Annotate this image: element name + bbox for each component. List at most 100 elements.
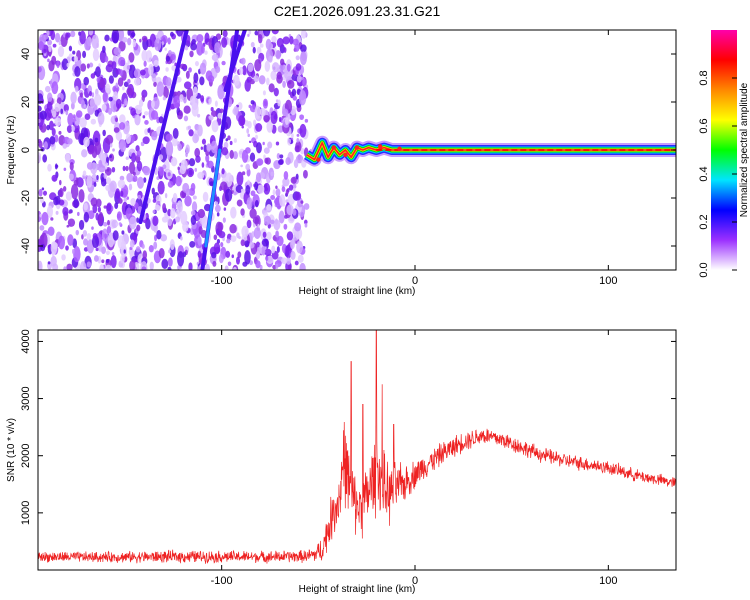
noise-blob <box>59 187 64 198</box>
noise-blob <box>278 63 285 71</box>
noise-blob <box>122 36 128 43</box>
x-tick-label: -100 <box>211 575 233 587</box>
colorbar-tick-label: 0.8 <box>698 70 710 85</box>
noise-blob <box>71 125 75 132</box>
noise-blob <box>82 230 88 237</box>
noise-blob <box>97 111 105 125</box>
noise-blob <box>262 141 265 146</box>
noise-blob <box>194 147 201 158</box>
noise-blob <box>167 218 173 227</box>
noise-blob <box>41 98 45 104</box>
signal-hotspot <box>354 145 360 150</box>
noise-blob <box>111 30 120 44</box>
noise-blob <box>153 241 158 250</box>
noise-blob <box>50 241 58 255</box>
noise-blob <box>241 171 246 176</box>
noise-blob <box>40 244 46 252</box>
noise-blob <box>98 159 103 167</box>
noise-blob <box>118 142 124 150</box>
noise-blob <box>200 146 204 150</box>
noise-blob <box>229 223 237 234</box>
noise-blob <box>142 166 151 176</box>
noise-blob <box>247 63 254 73</box>
noise-blob <box>252 216 260 224</box>
noise-blob <box>248 140 252 144</box>
noise-blob <box>285 70 289 75</box>
noise-blob <box>169 239 175 251</box>
noise-blob <box>271 30 279 35</box>
noise-blob <box>38 118 41 124</box>
signal-hotspot <box>343 152 348 157</box>
noise-blob <box>58 235 65 250</box>
noise-blob <box>79 261 87 270</box>
noise-blob <box>73 198 79 209</box>
noise-blob <box>86 174 93 188</box>
noise-blob <box>39 110 48 120</box>
noise-blob <box>224 188 233 202</box>
snr-background <box>38 330 676 570</box>
noise-blob <box>241 149 249 163</box>
noise-blob <box>214 204 221 213</box>
noise-blob <box>249 241 255 249</box>
noise-blob <box>121 104 125 107</box>
noise-blob <box>110 205 114 212</box>
noise-blob <box>88 30 94 36</box>
noise-blob <box>256 158 264 166</box>
noise-blob <box>295 63 302 71</box>
noise-blob <box>217 221 224 232</box>
noise-blob <box>136 150 142 157</box>
noise-blob <box>281 257 288 265</box>
noise-blob <box>191 102 199 117</box>
noise-blob <box>135 145 140 152</box>
noise-blob <box>102 129 106 137</box>
noise-blob <box>134 104 143 115</box>
noise-blob <box>80 83 85 90</box>
spectrogram-ylabel: Frequency (Hz) <box>6 116 17 185</box>
noise-blob <box>130 197 136 206</box>
noise-blob <box>173 91 178 97</box>
noise-blob <box>112 148 115 152</box>
noise-blob <box>239 66 244 75</box>
noise-blob <box>232 151 238 160</box>
noise-blob <box>273 87 279 97</box>
noise-blob <box>293 187 296 192</box>
noise-blob <box>267 141 273 149</box>
noise-blob <box>190 42 197 51</box>
noise-blob <box>104 264 112 270</box>
noise-blob <box>94 140 102 155</box>
noise-blob <box>249 208 257 219</box>
noise-blob <box>224 265 229 270</box>
noise-blob <box>54 102 61 112</box>
noise-blob <box>83 238 89 246</box>
noise-blob <box>221 168 225 175</box>
noise-blob <box>75 110 83 118</box>
noise-blob <box>144 120 149 125</box>
noise-blob <box>263 215 272 226</box>
noise-blob <box>91 92 95 98</box>
noise-blob <box>151 73 157 83</box>
noise-blob <box>262 30 271 37</box>
noise-blob <box>95 66 101 78</box>
noise-blob <box>201 138 207 145</box>
noise-blob <box>294 260 299 266</box>
noise-blob <box>123 197 127 202</box>
noise-blob <box>148 63 154 76</box>
noise-blob <box>279 194 286 207</box>
noise-blob <box>62 143 68 149</box>
noise-blob <box>245 185 251 195</box>
noise-blob <box>83 76 90 86</box>
noise-blob <box>163 85 169 99</box>
noise-blob <box>271 62 280 73</box>
noise-blob <box>103 205 107 209</box>
noise-blob <box>167 37 171 45</box>
noise-blob <box>281 108 289 117</box>
noise-blob <box>298 90 307 106</box>
noise-blob <box>119 175 125 181</box>
noise-blob <box>217 84 225 100</box>
noise-blob <box>98 248 102 252</box>
noise-blob <box>183 81 192 90</box>
spectrogram-axes: -100 0 100 -40 -20 0 20 40 <box>20 30 676 287</box>
noise-blob <box>276 37 284 48</box>
noise-blob <box>223 207 227 211</box>
noise-blob <box>84 113 91 121</box>
